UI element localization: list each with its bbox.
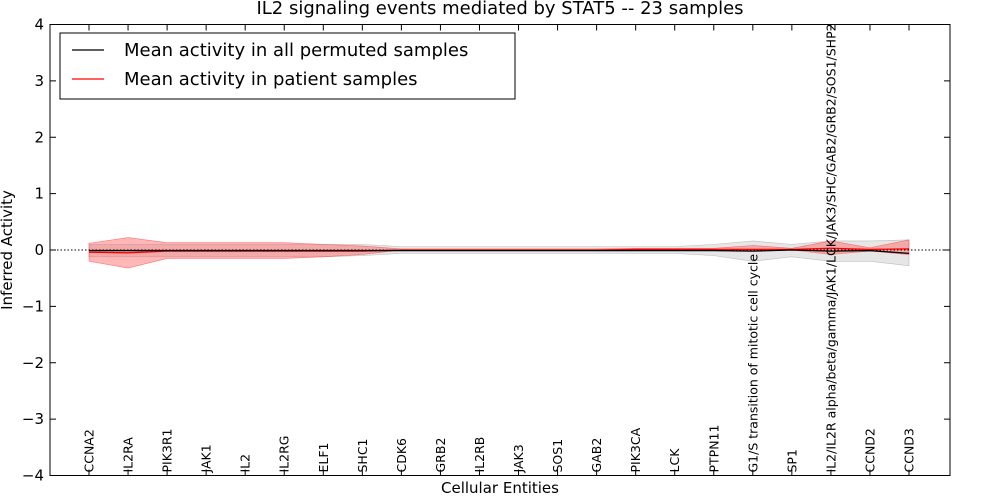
x-tick-label: PTPN11 bbox=[706, 425, 721, 473]
band-patient bbox=[88, 237, 910, 269]
x-tick-label: PIK3CA bbox=[628, 427, 643, 472]
y-tick-label: 3 bbox=[34, 72, 44, 90]
legend: Mean activity in all permuted samples Me… bbox=[59, 32, 516, 100]
y-tick-label: 4 bbox=[34, 16, 44, 34]
x-axis: CCNA2 IL2RA PIK3R1 JAK1 IL2 IL2RG ELF1 SHC1 CDK6… bbox=[82, 23, 917, 476]
x-tick-label: GRB2 bbox=[433, 438, 448, 473]
x-tick-label: GAB2 bbox=[589, 438, 604, 473]
x-tick-label: SOS1 bbox=[550, 439, 565, 473]
x-tick-label: JAK1 bbox=[199, 444, 214, 473]
y-tick-label: −3 bbox=[22, 410, 44, 428]
confidence-bands bbox=[88, 237, 910, 269]
legend-label-permuted: Mean activity in all permuted samples bbox=[124, 40, 468, 61]
x-tick-label: ELF1 bbox=[316, 442, 331, 472]
x-tick-label: PIK3R1 bbox=[160, 428, 175, 472]
x-tick-label: IL2 bbox=[238, 454, 253, 473]
x-tick-label: CCND3 bbox=[902, 428, 917, 472]
legend-label-patient: Mean activity in patient samples bbox=[124, 69, 418, 90]
y-axis: −4 −3 −2 −1 0 1 2 3 4 bbox=[22, 16, 950, 485]
x-axis-label: Cellular Entities bbox=[441, 479, 559, 497]
x-tick-label: CCNA2 bbox=[82, 429, 97, 472]
x-tick-label: CDK6 bbox=[394, 438, 409, 473]
x-tick-label: IL2/IL2R alpha/beta/gamma/JAK1/LCK/JAK3/… bbox=[823, 23, 838, 472]
x-tick-label: SP1 bbox=[784, 449, 799, 472]
x-tick-label: LCK bbox=[667, 448, 682, 473]
band-permuted bbox=[88, 239, 910, 267]
y-tick-label: 2 bbox=[34, 128, 44, 146]
series-line-permuted bbox=[89, 249, 910, 255]
x-tick-label: CCND2 bbox=[862, 428, 877, 472]
x-tick-label: IL2RG bbox=[277, 436, 292, 473]
x-tick-label: SHC1 bbox=[355, 438, 370, 472]
x-tick-label: JAK3 bbox=[511, 444, 526, 473]
legend-box bbox=[59, 32, 516, 100]
series-lines bbox=[88, 247, 910, 255]
y-tick-label: 1 bbox=[34, 185, 44, 203]
y-tick-label: 0 bbox=[34, 241, 44, 259]
x-tick-label: G1/S transition of mitotic cell cycle bbox=[745, 254, 760, 473]
y-tick-label: −4 bbox=[22, 467, 44, 485]
y-axis-label: Inferred Activity bbox=[0, 190, 16, 310]
chart-title: IL2 signaling events mediated by STAT5 -… bbox=[256, 0, 743, 19]
x-tick-label: IL2RB bbox=[472, 437, 487, 473]
y-tick-label: −2 bbox=[22, 354, 44, 372]
x-tick-label: IL2RA bbox=[121, 437, 136, 473]
y-tick-label: −1 bbox=[22, 297, 44, 315]
